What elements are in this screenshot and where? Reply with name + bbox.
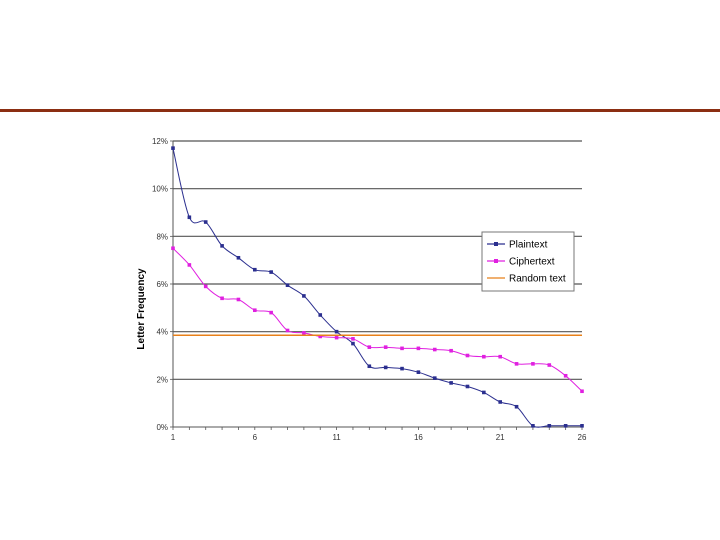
ciphertext-point	[498, 354, 502, 359]
x-tick-label: 6	[253, 433, 258, 442]
plaintext-point	[580, 424, 584, 428]
y-tick-labels: 0% 2% 4% 6% 8% 10% 12%	[152, 137, 168, 432]
plaintext-point	[498, 400, 502, 404]
plaintext-point	[400, 366, 404, 371]
y-tick-label: 12%	[152, 137, 168, 146]
y-tick-label: 6%	[156, 280, 168, 289]
y-tick-label: 2%	[156, 375, 168, 384]
ciphertext-point	[187, 263, 192, 267]
ciphertext-point	[253, 308, 257, 313]
ciphertext-point	[334, 335, 339, 340]
series-group	[171, 146, 584, 428]
x-tick-label: 16	[414, 433, 423, 442]
ciphertext-point	[531, 362, 535, 366]
ciphertext-point	[269, 310, 273, 315]
legend-label-plaintext: Plaintext	[509, 240, 548, 251]
plaintext-point	[383, 365, 388, 370]
ciphertext-point	[547, 363, 552, 367]
ciphertext-point	[220, 296, 224, 301]
ciphertext-point	[302, 331, 306, 335]
plaintext-point	[269, 270, 273, 274]
ciphertext-point	[203, 284, 208, 289]
ciphertext-point	[580, 389, 584, 394]
y-tick-label: 8%	[156, 232, 168, 241]
legend: Plaintext Ciphertext Random text	[481, 231, 575, 292]
x-tick-label: 21	[496, 433, 505, 442]
plaintext-point	[285, 283, 290, 287]
legend-marker-ciphertext	[494, 259, 498, 263]
plaintext-point	[351, 341, 355, 346]
plaintext-point	[253, 267, 257, 272]
plaintext-point	[236, 255, 241, 260]
ciphertext-point	[563, 373, 568, 378]
ciphertext-point	[318, 334, 323, 339]
ciphertext-point	[482, 354, 486, 359]
legend-label-random-text: Random text	[509, 274, 566, 285]
x-tick-label: 26	[578, 433, 587, 442]
plaintext-point	[318, 313, 323, 317]
plaintext-point	[514, 404, 519, 409]
ciphertext-point	[351, 337, 355, 341]
x-tick-labels: 1 6 11 16 21 26	[171, 433, 587, 442]
plaintext-point	[203, 220, 208, 224]
ciphertext-point	[367, 345, 372, 349]
plaintext-point	[171, 146, 175, 150]
ciphertext-point	[171, 246, 175, 251]
plaintext-point	[367, 364, 372, 369]
ciphertext-point	[514, 362, 519, 366]
plaintext-point	[432, 376, 437, 380]
legend-marker-plaintext	[494, 242, 498, 246]
letter-frequency-chart: 0% 2% 4% 6% 8% 10% 12% 1 6 11 16 21 26 Letter Frequ…	[130, 128, 590, 448]
y-axis-label: Letter Frequency	[136, 268, 147, 350]
ciphertext-point	[236, 297, 241, 302]
ciphertext-point	[449, 348, 453, 353]
plaintext-point	[187, 215, 192, 220]
ciphertext-point	[383, 345, 388, 349]
plaintext-point	[334, 329, 339, 334]
plaintext-point	[531, 424, 535, 428]
plaintext-point	[547, 424, 552, 428]
y-tick-label: 10%	[152, 185, 168, 194]
x-tick-label: 1	[171, 433, 176, 442]
ciphertext-point	[432, 347, 437, 352]
x-tick-label: 11	[332, 433, 341, 442]
chart-svg: 0%2%4%6%8%10%12% 1 6 11 16 21 26 Letter Frequ…	[130, 128, 590, 448]
legend-label-ciphertext: Ciphertext	[509, 257, 555, 268]
plaintext-point	[302, 294, 306, 298]
ciphertext-point	[400, 346, 404, 351]
y-tick-label: 0%	[156, 423, 168, 432]
axes	[170, 140, 583, 430]
ciphertext-point	[285, 328, 290, 333]
plaintext-point	[465, 384, 470, 389]
plaintext-point	[220, 244, 224, 248]
gridlines	[173, 140, 582, 380]
plaintext-point	[482, 390, 486, 395]
plaintext-point	[416, 370, 421, 374]
ciphertext-point	[465, 353, 470, 358]
ciphertext-point	[416, 346, 421, 351]
y-tick-label: 4%	[156, 328, 168, 337]
plaintext-point	[563, 424, 568, 428]
plaintext-point	[449, 381, 453, 385]
title-divider-rule	[0, 109, 720, 112]
